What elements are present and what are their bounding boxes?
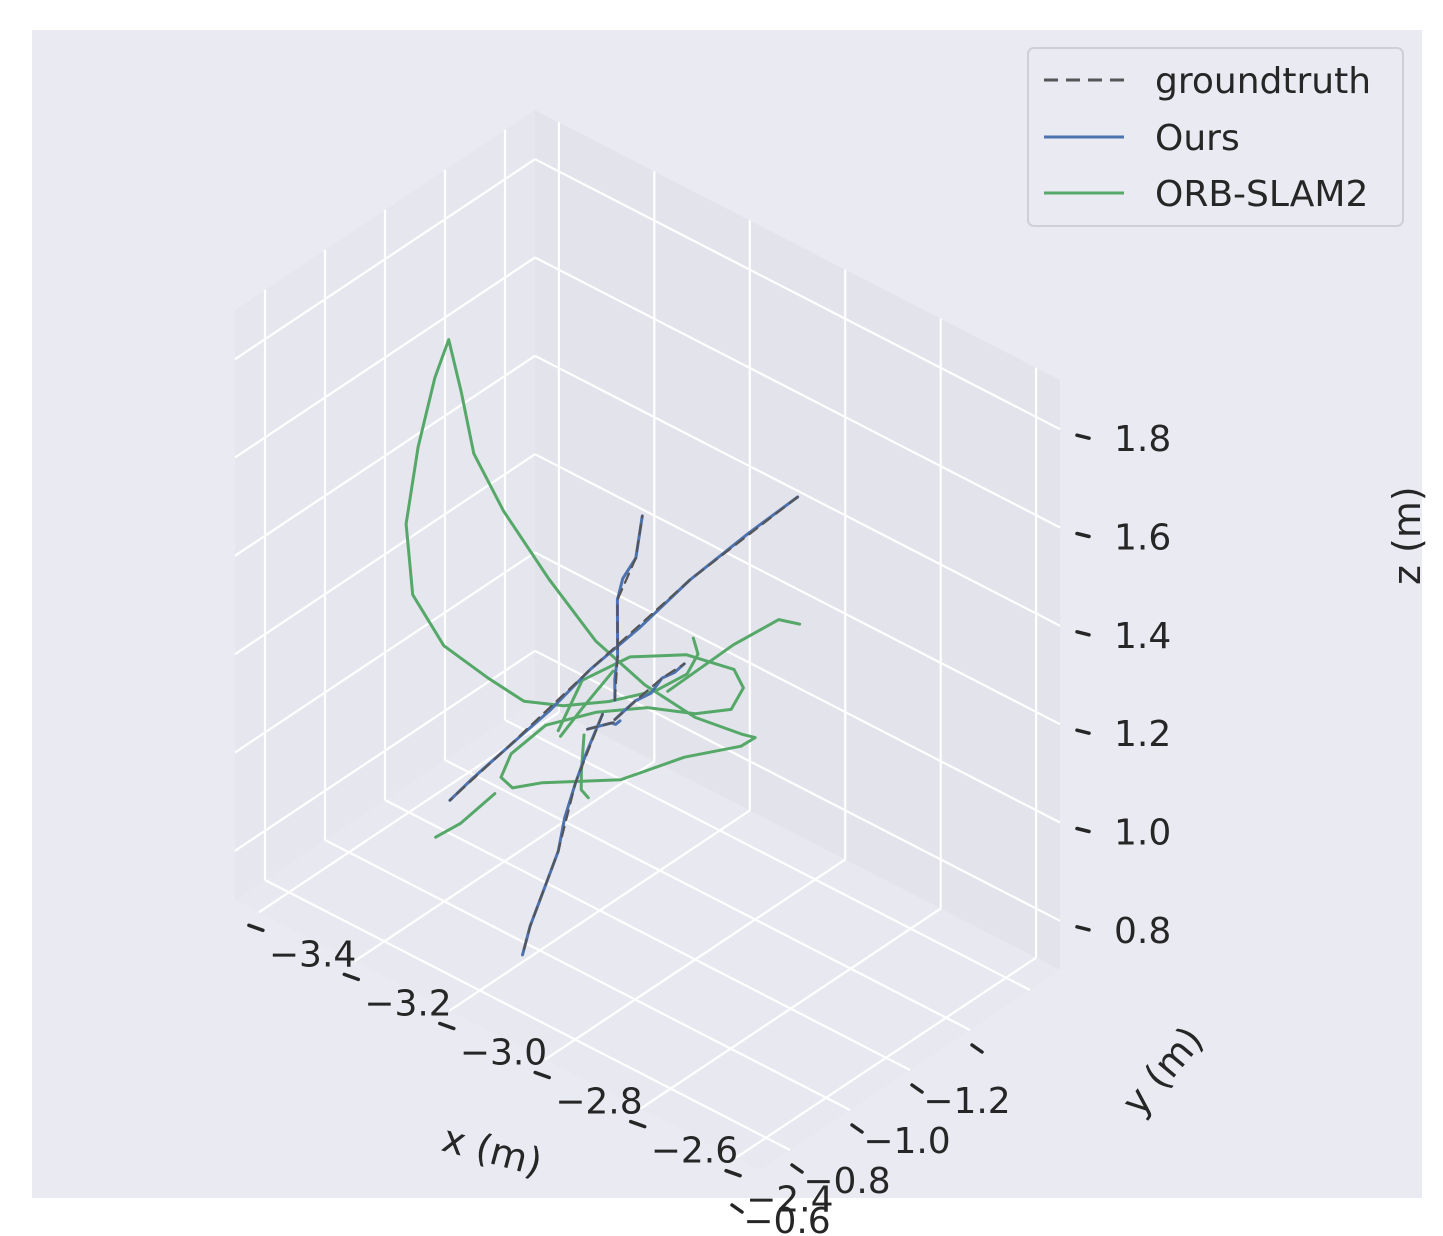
legend-ours-label: Ours bbox=[1155, 118, 1240, 159]
z-tick-mark bbox=[1075, 433, 1091, 440]
legend-orb-label: ORB-SLAM2 bbox=[1155, 174, 1368, 215]
series-orb-slam2-path-1 bbox=[404, 338, 757, 790]
series-groundtruth-path-5 bbox=[586, 719, 622, 731]
y-tick-mark bbox=[724, 1168, 742, 1178]
series-ours-path-4 bbox=[613, 662, 686, 722]
series-groundtruth-path-2 bbox=[521, 713, 604, 957]
gridline-y-floor bbox=[735, 956, 1037, 1159]
z-tick-label: 1.8 bbox=[1114, 419, 1171, 460]
y-tick-label: −2.8 bbox=[555, 1082, 642, 1123]
x-tick-label: −1.0 bbox=[863, 1121, 950, 1162]
y-tick-label: −3.4 bbox=[269, 934, 356, 975]
x-tick-mark bbox=[850, 1123, 864, 1134]
y-tick-mark bbox=[247, 923, 265, 933]
y-tick-label: −2.4 bbox=[746, 1180, 833, 1221]
gridline-y-floor bbox=[544, 858, 846, 1061]
y-tick-mark bbox=[438, 1021, 456, 1031]
gridline-z-left bbox=[234, 354, 536, 557]
z-tick-label: 1.2 bbox=[1114, 714, 1171, 755]
z-tick-label: 1.0 bbox=[1114, 813, 1171, 854]
series-groundtruth-path-1 bbox=[613, 514, 644, 702]
y-tick-mark bbox=[342, 972, 361, 982]
axis-ticks: −1.2−1.0−0.8−0.6−0.4−2.4−2.6−2.8−3.0−3.2… bbox=[247, 419, 1171, 1236]
gridline-z-left bbox=[234, 551, 536, 754]
x-tick-label: −1.2 bbox=[923, 1081, 1010, 1122]
x-tick-mark bbox=[910, 1083, 924, 1094]
gridline-z-right bbox=[534, 649, 1061, 922]
series-orb-slam2-path-3 bbox=[559, 669, 615, 738]
legend-box bbox=[1027, 47, 1404, 227]
gridline-x-floor bbox=[264, 879, 791, 1151]
z-tick-mark bbox=[1075, 728, 1091, 735]
series-groundtruth-path-3 bbox=[448, 495, 799, 802]
gridline-z-right bbox=[534, 256, 1061, 529]
x-tick-mark bbox=[730, 1203, 744, 1214]
gridline-x-floor bbox=[384, 799, 911, 1071]
z-tick-mark bbox=[1075, 925, 1091, 932]
y-tick-label: −3.0 bbox=[460, 1033, 547, 1074]
gridline-z-right bbox=[534, 453, 1061, 726]
gridline-y-floor bbox=[353, 760, 655, 963]
series-layer bbox=[404, 338, 802, 957]
gridline-x-floor bbox=[504, 719, 1031, 991]
y-tick-label: −3.2 bbox=[364, 983, 451, 1024]
gridline-z-right bbox=[534, 354, 1061, 627]
y-tick-mark bbox=[533, 1070, 551, 1080]
z-tick-mark bbox=[1075, 826, 1091, 834]
series-groundtruth-path-4 bbox=[613, 662, 686, 721]
gridline-y-floor bbox=[449, 809, 751, 1012]
gridline-z-left bbox=[234, 256, 536, 459]
legend-groundtruth-label: groundtruth bbox=[1155, 61, 1371, 102]
gridline-x-floor bbox=[444, 759, 971, 1031]
x-tick-mark bbox=[790, 1163, 804, 1174]
series-orb-slam2-path-4 bbox=[579, 733, 590, 800]
gridline-z-left bbox=[234, 158, 536, 361]
z-tick-label: 1.6 bbox=[1114, 518, 1171, 559]
gridline-z-right bbox=[534, 158, 1061, 431]
gridline-z-right bbox=[534, 551, 1061, 824]
legend: groundtruth Ours ORB-SLAM2 bbox=[1027, 47, 1404, 227]
gridline-z-left bbox=[234, 453, 536, 656]
series-orb-slam2-path-2 bbox=[666, 618, 802, 693]
y-tick-label: −2.6 bbox=[651, 1131, 738, 1172]
gridline-z-left bbox=[234, 649, 536, 852]
z-axis-label: z (m) bbox=[1385, 486, 1429, 585]
y-tick-mark bbox=[628, 1119, 647, 1129]
x-tick-label: −0.6 bbox=[743, 1201, 830, 1236]
series-orb-slam2-path-5 bbox=[434, 792, 497, 839]
grid-lines bbox=[234, 122, 1061, 1159]
z-tick-mark bbox=[1075, 531, 1091, 539]
gridline-x-floor bbox=[324, 839, 851, 1111]
z-tick-label: 1.4 bbox=[1114, 616, 1171, 657]
x-tick-mark bbox=[970, 1043, 984, 1054]
z-tick-mark bbox=[1075, 630, 1091, 637]
x-tick-label: −0.8 bbox=[803, 1161, 890, 1202]
z-tick-label: 0.8 bbox=[1114, 911, 1171, 952]
gridline-y-floor bbox=[640, 907, 942, 1110]
